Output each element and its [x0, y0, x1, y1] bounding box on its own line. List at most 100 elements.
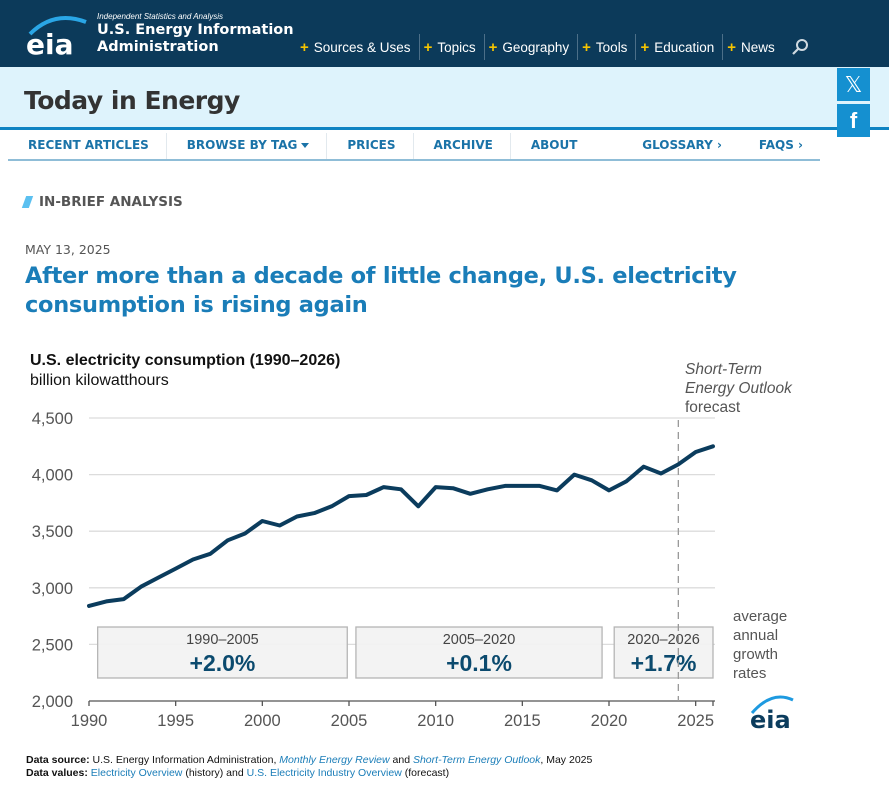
- eia-logo[interactable]: eia: [24, 12, 90, 58]
- nav-topics[interactable]: + Topics: [420, 34, 485, 60]
- x-tick-label: 2010: [417, 712, 454, 730]
- growth-period: 1990–2005: [186, 632, 259, 648]
- eia-watermark: eia: [750, 706, 791, 734]
- data-point: [520, 484, 524, 488]
- growth-box: [97, 626, 348, 679]
- source-label: Data source:: [26, 754, 90, 766]
- subnav-label: FAQS ›: [758, 138, 803, 152]
- subnav-archive[interactable]: ARCHIVE: [414, 133, 511, 159]
- section-slash-icon: [21, 196, 34, 208]
- plus-icon: +: [727, 38, 737, 56]
- nav-geography[interactable]: + Geography: [485, 34, 579, 60]
- nav-news[interactable]: + News: [723, 34, 783, 60]
- article-headline: After more than a decade of little chang…: [25, 263, 737, 318]
- x-tick-label: 2005: [331, 712, 368, 730]
- x-tick-label: 2015: [504, 712, 541, 730]
- growth-period: 2005–2020: [443, 632, 516, 648]
- data-point: [243, 531, 247, 535]
- steo-link[interactable]: Short-Term Energy Outlook: [412, 754, 541, 766]
- spacer: [594, 133, 622, 159]
- data-point: [174, 567, 178, 571]
- data-point: [711, 444, 715, 448]
- section-label: IN-BRIEF ANALYSIS: [21, 194, 183, 210]
- data-values-line: Data values: Electricity Overview (histo…: [26, 767, 592, 780]
- data-point: [139, 585, 143, 589]
- electricity-industry-overview-link[interactable]: U.S. Electricity Industry Overview: [246, 767, 402, 779]
- data-point: [451, 486, 455, 490]
- eia-watermark-arc: [750, 695, 794, 714]
- growth-rate: +2.0%: [190, 650, 256, 676]
- growth-annotation: average: [733, 608, 787, 625]
- growth-annotation: rates: [733, 665, 766, 682]
- data-point: [312, 511, 316, 515]
- data-point: [503, 484, 507, 488]
- nav-tools[interactable]: + Tools: [578, 34, 637, 60]
- org-name-line1: U.S. Energy Information: [97, 22, 294, 38]
- nav-label: Topics: [437, 39, 476, 55]
- data-point: [572, 473, 576, 477]
- data-point: [468, 492, 472, 496]
- x-share-button[interactable]: 𝕏: [837, 68, 870, 101]
- consumption-chart: 2,000 2,500 3,000 3,500 4,000 4,500 1990 1995 20…: [32, 361, 794, 734]
- subnav-about[interactable]: ABOUT: [511, 133, 595, 159]
- x-tick-label: 1995: [157, 712, 194, 730]
- data-point: [676, 462, 680, 466]
- subnav-glossary[interactable]: GLOSSARY ›: [622, 133, 739, 159]
- nav-education[interactable]: + Education: [636, 34, 724, 60]
- subnav-label: ABOUT: [530, 138, 578, 152]
- growth-box: [613, 626, 714, 679]
- forecast-label: Energy Outlook: [685, 380, 793, 397]
- subnav-label: ARCHIVE: [433, 138, 493, 152]
- search-icon[interactable]: [791, 38, 809, 56]
- monthly-energy-review-link[interactable]: Monthly Energy Review: [279, 754, 390, 766]
- data-point: [642, 465, 646, 469]
- nav-label: Sources & Uses: [313, 39, 411, 55]
- source-date: , May 2025: [540, 754, 593, 766]
- org-name[interactable]: U.S. Energy Information Administration: [97, 22, 294, 56]
- plus-icon: +: [423, 38, 433, 56]
- tagline: Independent Statistics and Analysis: [97, 12, 224, 21]
- forecast-label: forecast: [685, 399, 741, 416]
- data-point: [555, 488, 559, 492]
- plus-icon: +: [488, 38, 498, 56]
- data-point: [416, 504, 420, 508]
- chart-subtitle: billion kilowatthours: [30, 372, 169, 389]
- nav-label: Education: [654, 39, 715, 55]
- data-point: [624, 479, 628, 483]
- growth-period: 2020–2026: [627, 632, 700, 648]
- x-tick-label: 2000: [244, 712, 281, 730]
- data-point: [208, 552, 212, 556]
- y-tick-label: 3,000: [32, 580, 73, 598]
- subnav-label: RECENT ARTICLES: [28, 138, 149, 152]
- chart-title: U.S. electricity consumption (1990–2026): [30, 352, 341, 369]
- data-point: [434, 485, 438, 489]
- page-title[interactable]: Today in Energy: [24, 86, 240, 115]
- main-nav: + Sources & Uses + Topics + Geography + Tool…: [296, 33, 809, 61]
- electricity-overview-link[interactable]: Electricity Overview: [90, 767, 183, 779]
- y-tick-label: 2,500: [32, 636, 73, 654]
- article-date: MAY 13, 2025: [25, 242, 111, 257]
- facebook-share-button[interactable]: f: [837, 104, 870, 137]
- subnav-recent-articles[interactable]: RECENT ARTICLES: [8, 133, 167, 159]
- nav-label: News: [741, 39, 775, 55]
- series-line: [87, 444, 715, 608]
- subnav-label: PRICES: [347, 138, 396, 152]
- y-tick-label: 4,500: [32, 410, 73, 428]
- subnav-browse-by-tag[interactable]: BROWSE BY TAG: [167, 133, 328, 159]
- section-text: IN-BRIEF ANALYSIS: [39, 194, 183, 210]
- data-point: [122, 597, 126, 601]
- data-point: [295, 514, 299, 518]
- data-point: [347, 494, 351, 498]
- subnav-prices[interactable]: PRICES: [327, 133, 414, 159]
- subnav-label: BROWSE BY TAG: [186, 138, 298, 152]
- data-point: [694, 450, 698, 454]
- data-point: [104, 599, 108, 603]
- nav-sources-uses[interactable]: + Sources & Uses: [296, 34, 420, 60]
- y-tick-label: 3,500: [32, 523, 73, 541]
- forecast-label: Short-Term: [685, 361, 762, 378]
- nav-label: Geography: [502, 39, 570, 55]
- caret-down-icon: [301, 143, 310, 148]
- subnav-faqs[interactable]: FAQS ›: [739, 133, 820, 159]
- growth-annotation: growth: [733, 646, 778, 663]
- data-source-line: Data source: U.S. Energy Information Adm…: [26, 754, 592, 767]
